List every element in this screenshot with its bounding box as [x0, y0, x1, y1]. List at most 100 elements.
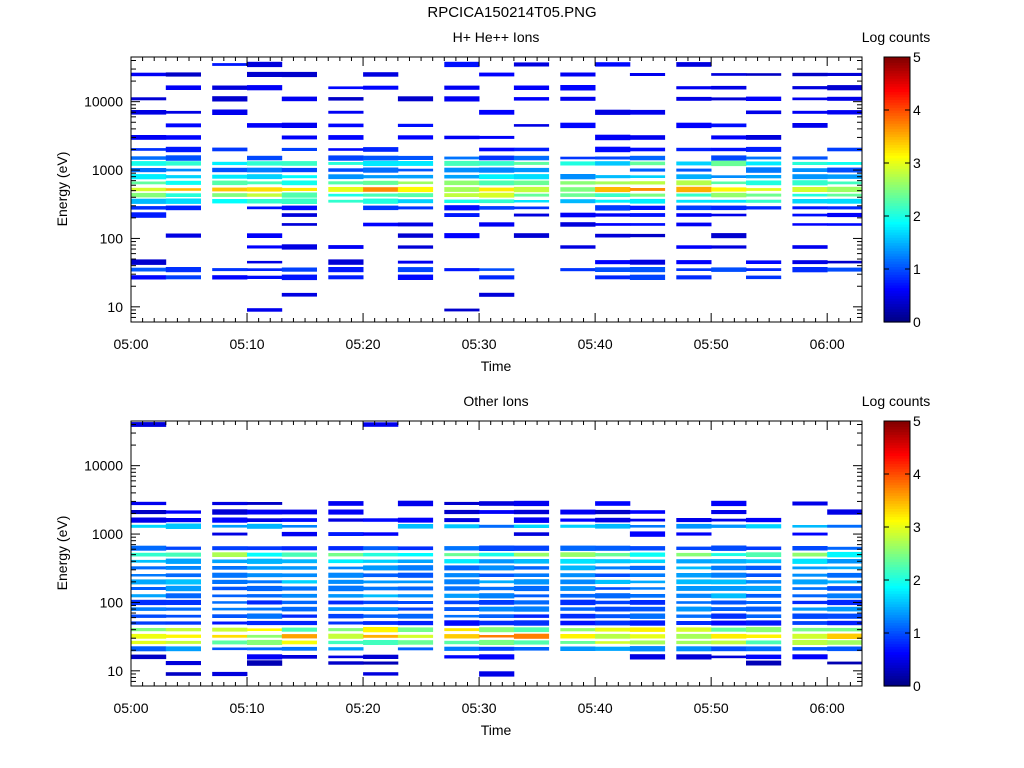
colorbar-swatch — [884, 64, 910, 69]
heatmap-cell — [444, 579, 480, 585]
heatmap-cell — [629, 565, 666, 570]
heatmap-cell — [560, 245, 596, 249]
heatmap-cell — [792, 187, 828, 192]
heatmap-cell — [131, 559, 167, 563]
heatmap-cell — [792, 260, 828, 265]
heatmap-cell — [131, 174, 167, 180]
heatmap-cell — [363, 552, 399, 557]
heatmap-cell — [247, 174, 283, 180]
heatmap-cell — [513, 614, 550, 618]
colorbar-swatch — [884, 295, 910, 299]
heatmap-cell — [328, 585, 364, 592]
heatmap-cell — [676, 579, 712, 585]
heatmap-cell — [676, 523, 712, 529]
heatmap-cell — [676, 268, 712, 271]
heatmap-cell — [328, 193, 364, 197]
heatmap-cell — [131, 552, 167, 557]
heatmap-cell — [247, 634, 283, 638]
colorbar-swatch — [884, 88, 910, 93]
heatmap-cell — [629, 634, 666, 639]
colorbar-label: Log counts — [862, 29, 931, 45]
heatmap-cell — [711, 627, 747, 632]
heatmap-cell — [792, 579, 828, 585]
colorbar-swatch — [884, 675, 910, 679]
heatmap-cell — [363, 147, 399, 152]
heatmap-cell — [328, 594, 364, 598]
heatmap-cell — [212, 566, 248, 570]
heatmap-cell — [281, 180, 317, 186]
heatmap-cell — [131, 135, 167, 140]
heatmap-cell — [131, 574, 167, 577]
heatmap-cell — [363, 72, 399, 77]
heatmap-cell — [131, 628, 167, 632]
heatmap-cell — [444, 85, 480, 90]
heatmap-cell — [131, 517, 167, 523]
heatmap-cell — [479, 292, 515, 297]
heatmap-cell — [560, 72, 596, 77]
heatmap-cell — [212, 594, 248, 598]
heatmap-cell — [397, 634, 434, 638]
heatmap-cell — [165, 566, 201, 570]
heatmap-cell — [676, 559, 712, 564]
heatmap-cell — [479, 620, 515, 626]
heatmap-cell — [513, 200, 550, 203]
heatmap-cell — [827, 613, 862, 619]
heatmap-cell — [746, 206, 782, 210]
heatmap-cell — [281, 531, 317, 537]
heatmap-cell — [247, 639, 283, 645]
heatmap-cell — [479, 524, 515, 528]
heatmap-cell — [212, 671, 248, 677]
heatmap-cell — [131, 594, 167, 598]
colorbar-swatch — [884, 155, 910, 159]
heatmap-cell — [792, 193, 828, 197]
heatmap-cell — [827, 606, 862, 612]
heatmap-cell — [746, 156, 782, 160]
heatmap-cell — [363, 580, 399, 584]
heatmap-cell — [711, 646, 747, 652]
heatmap-cell — [595, 641, 631, 644]
heatmap-cell — [165, 585, 201, 592]
heatmap-cell — [247, 647, 283, 651]
colorbar-swatch — [884, 680, 910, 684]
heatmap-cell — [711, 500, 747, 507]
heatmap-cell — [479, 593, 515, 599]
heatmap-cell — [363, 187, 399, 192]
heatmap-cell — [629, 181, 666, 185]
heatmap-cell — [363, 532, 399, 536]
heatmap-cell — [629, 654, 666, 660]
heatmap-cell — [165, 614, 201, 618]
heatmap-cell — [479, 174, 515, 180]
figure-title: RPCICA150214T05.PNG — [427, 4, 597, 21]
heatmap-cell — [212, 572, 248, 578]
heatmap-cell — [212, 546, 248, 551]
heatmap-cell — [595, 156, 631, 160]
heatmap-cell — [212, 199, 248, 204]
panel-title: Other Ions — [463, 393, 528, 409]
heatmap-cell — [746, 110, 782, 115]
heatmap-cell — [595, 579, 631, 584]
heatmap-cell — [746, 580, 782, 584]
colorbar-swatch — [884, 144, 910, 148]
colorbar-swatch — [884, 245, 910, 249]
colorbar-swatch — [884, 598, 910, 602]
heatmap-cell — [479, 671, 515, 677]
heatmap-cell — [212, 180, 248, 186]
heatmap-cell — [479, 545, 515, 551]
heatmap-cell — [247, 552, 283, 557]
colorbar-swatch — [884, 160, 910, 164]
heatmap-cell — [792, 206, 828, 210]
heatmap-cell — [281, 600, 317, 605]
heatmap-cell — [131, 206, 167, 210]
colorbar-swatch — [884, 580, 910, 584]
heatmap-cell — [595, 545, 631, 551]
heatmap-cell — [711, 600, 747, 605]
heatmap-cell — [711, 267, 747, 272]
heatmap-cell — [281, 640, 317, 645]
heatmap-cell — [827, 206, 862, 210]
colorbar-swatch — [884, 226, 910, 230]
heatmap-cell — [595, 213, 631, 217]
colorbar-swatch — [884, 139, 910, 143]
colorbar-tick-label: 4 — [913, 102, 921, 118]
heatmap-cell — [165, 85, 201, 90]
